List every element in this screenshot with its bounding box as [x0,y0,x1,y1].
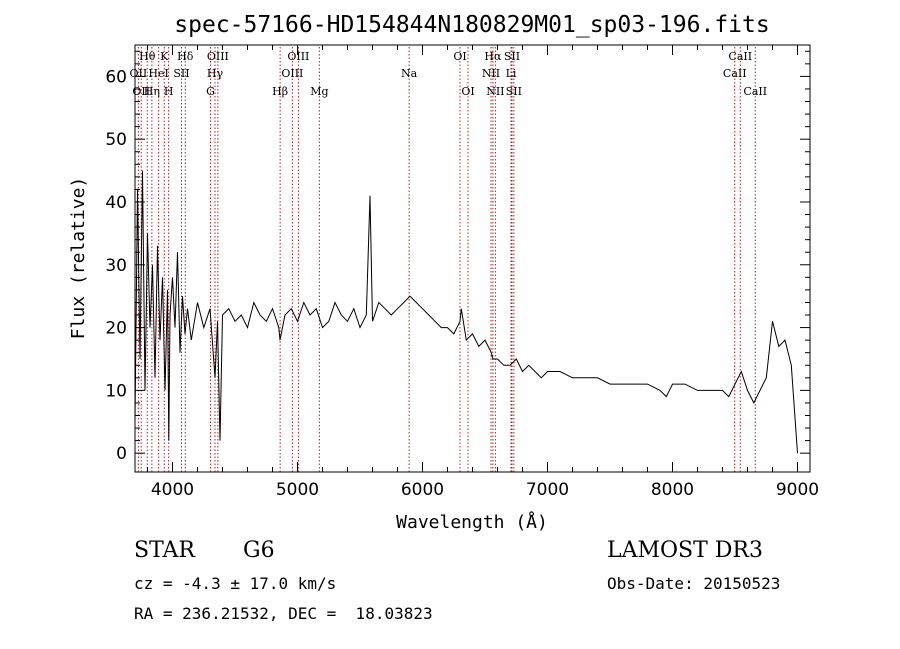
spectrum-line [134,170,798,454]
line-marker-label: Hθ [139,50,156,63]
line-marker-label: NII [482,67,500,80]
line-marker-label: OI [461,85,474,98]
y-axis-label: Flux (relative) [68,177,89,340]
line-marker-label: OII [130,67,148,80]
x-tick-label: 6000 [401,480,444,500]
redshift-text: cz = -4.3 ± 17.0 km/s [134,574,337,593]
line-marker-label: OII [132,85,150,98]
x-tick-label: 8000 [651,480,694,500]
line-marker-label: Li [506,67,517,80]
line-marker-label: SII [173,67,189,80]
line-marker-label: OIII [207,50,229,63]
y-axis-ticks: 0 10 20 30 40 50 60 [105,50,810,464]
line-marker-label: H [164,85,174,98]
line-marker-label: OI [453,50,466,63]
coordinates: RA = 236.21532, DEC = 18.03823 [134,604,433,623]
line-marker-label: SII [506,85,522,98]
x-axis-label: Wavelength (Å) [396,511,548,533]
line-marker-label: Mg [310,85,328,98]
line-marker-label: CaII [743,85,767,98]
line-marker-label: Na [401,67,418,80]
x-axis-ticks: 4000 5000 6000 7000 8000 9000 [147,45,819,500]
chart-title: spec-57166-HD154844N180829M01_sp03-196.f… [174,12,769,38]
plot-frame [134,44,811,473]
y-tick-label: 30 [105,256,127,276]
line-marker-label: CaII [723,67,747,80]
object-class: STAR [134,538,195,563]
line-marker-label: Hα [484,50,502,63]
object-subclass: G6 [243,538,275,563]
line-marker-label: HeI [148,67,168,80]
y-tick-label: 40 [105,193,127,213]
survey-name: LAMOST DR3 [607,538,763,563]
y-tick-label: 10 [105,381,127,401]
line-marker-label: G [206,85,215,98]
y-tick-label: 0 [116,444,127,464]
obs-date: Obs-Date: 20150523 [607,574,781,593]
line-marker-label: K [160,50,169,63]
line-marker-label: NII [486,85,504,98]
y-tick-label: 20 [105,319,127,339]
line-marker-label: OIII [287,50,309,63]
line-marker-label: Hη [144,85,160,98]
line-marker-label: CaII [728,50,752,63]
spectral-line-labels: OII OII Hθ Hη HeI K H SII Hδ G Hγ OIII Hβ OIII OIII Mg N… [130,50,768,98]
x-tick-label: 7000 [526,480,569,500]
spectral-line-markers [137,47,756,472]
line-marker-label: Hδ [177,50,194,63]
y-tick-label: 50 [105,130,127,150]
x-tick-label: 9000 [776,480,819,500]
line-marker-label: OIII [281,67,303,80]
line-marker-label: Hβ [272,85,288,98]
y-tick-label: 60 [105,67,127,87]
line-marker-label: Hγ [207,67,224,80]
x-tick-label: 4000 [151,480,194,500]
x-tick-label: 5000 [276,480,319,500]
line-marker-label: SII [504,50,520,63]
